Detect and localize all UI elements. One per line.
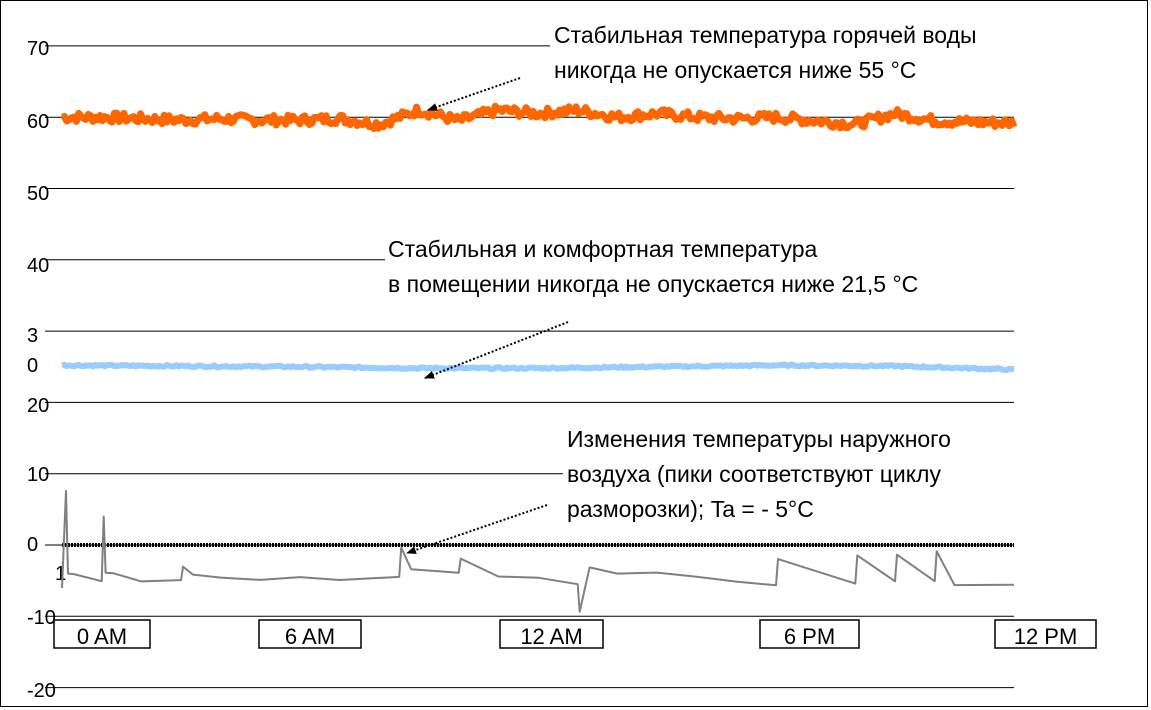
- y-tick-label: 20: [27, 395, 49, 417]
- y-tick-label: 70: [27, 38, 49, 60]
- annotation-arrow: [406, 504, 548, 554]
- x-category-labels: 0 AM 6 AM 12 AM 6 PM 12 PM: [53, 619, 1097, 649]
- x-label-box: [499, 619, 604, 649]
- y-tick-label: 50: [27, 183, 49, 205]
- annotation-backdrop: [563, 421, 1123, 531]
- x-category-label: 6 PM: [784, 624, 835, 649]
- y-tick-label: -20: [27, 680, 56, 702]
- y-tick-label: 3: [27, 325, 38, 347]
- series-layer: [60, 102, 1018, 613]
- annotation-text: воздуха (пики соответствуют циклу: [567, 461, 941, 487]
- outdoor-series: [61, 489, 1015, 613]
- y-tick-label: 40: [27, 255, 49, 277]
- x-category-label: 6 AM: [285, 624, 335, 649]
- y-tick-label: -10: [27, 607, 56, 629]
- annotation-arrow: [427, 77, 521, 111]
- annotation-text: никогда не опускается ниже 55 °C: [554, 57, 916, 83]
- annotation-text: Стабильная температура горячей воды: [554, 22, 977, 48]
- annotation-text: в помещении никогда не опускается ниже 2…: [388, 271, 918, 297]
- x-label-box: [759, 619, 860, 649]
- y-tick-label: 0: [27, 355, 38, 377]
- y-tick-label: 0: [27, 534, 38, 556]
- x-category-label: 12 AM: [520, 624, 582, 649]
- y-tick-label: 10: [27, 464, 49, 486]
- annotation-text: Стабильная и комфортная температура: [388, 236, 818, 262]
- annotation-arrow: [424, 321, 569, 379]
- stray-label: 1: [55, 563, 66, 585]
- x-category-label: 12 PM: [1014, 624, 1078, 649]
- x-label-box: [258, 619, 362, 649]
- x-label-box: [994, 619, 1097, 649]
- annotations: Стабильная температура горячей воды никог…: [385, 16, 1145, 554]
- indoor-series: [61, 361, 1015, 374]
- annotation-text: Изменения температуры наружного: [567, 426, 951, 452]
- annotation-text: разморозки); Ta = - 5°C: [567, 496, 814, 522]
- x-label-box: [53, 619, 151, 649]
- x-category-label: 0 AM: [77, 624, 127, 649]
- annotation-backdrop: [550, 16, 1140, 96]
- annotation-backdrop: [385, 232, 1145, 306]
- hot-water-series: [60, 102, 1018, 132]
- y-tick-label: 60: [27, 111, 49, 133]
